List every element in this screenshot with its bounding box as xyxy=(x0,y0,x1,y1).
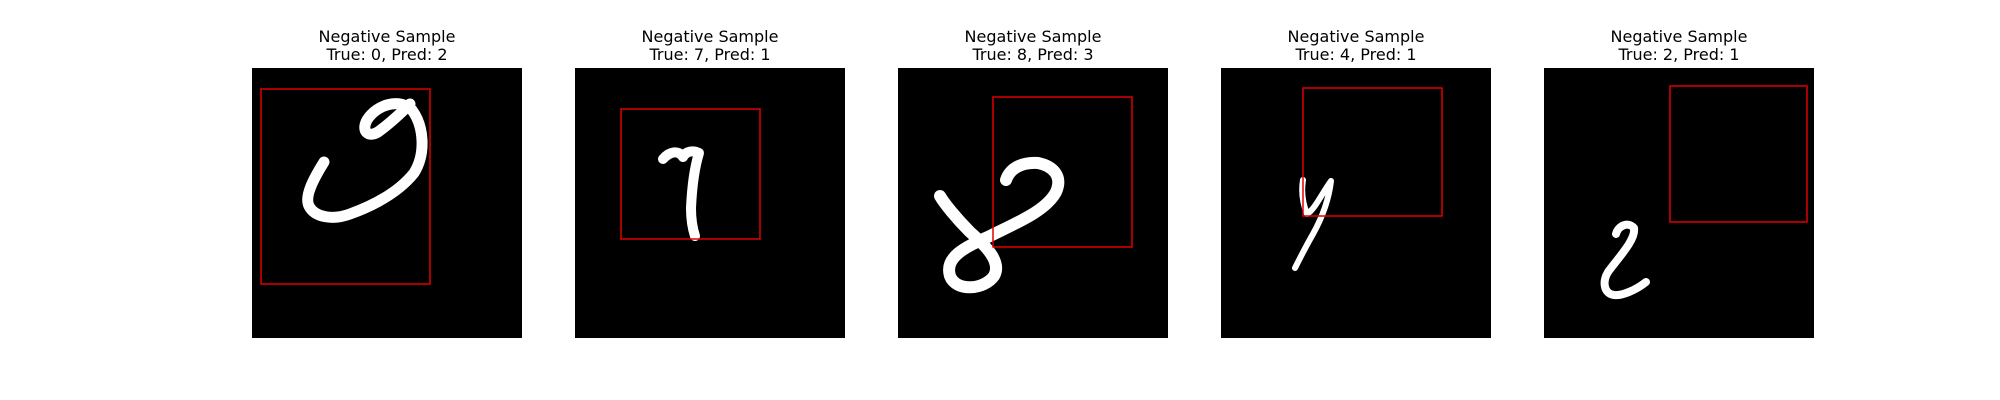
prediction-box xyxy=(1302,87,1443,217)
sample-panel-3: Negative Sample True: 8, Pred: 3 xyxy=(898,0,1168,400)
panel-heading: Negative Sample xyxy=(1610,27,1748,46)
sample-panel-5: Negative Sample True: 2, Pred: 1 xyxy=(1544,0,1814,400)
panel-caption: True: 7, Pred: 1 xyxy=(649,45,771,64)
digit-image xyxy=(252,68,522,338)
prediction-box xyxy=(1669,85,1808,223)
digit-stroke xyxy=(1292,177,1334,271)
digit-image xyxy=(575,68,845,338)
sample-panel-2: Negative Sample True: 7, Pred: 1 xyxy=(575,0,845,400)
panel-title: Negative Sample True: 2, Pred: 1 xyxy=(1504,28,1854,64)
panel-heading: Negative Sample xyxy=(641,27,779,46)
panel-title: Negative Sample True: 0, Pred: 2 xyxy=(212,28,562,64)
digit-stroke xyxy=(934,156,1065,294)
panel-title: Negative Sample True: 4, Pred: 1 xyxy=(1181,28,1531,64)
panel-caption: True: 4, Pred: 1 xyxy=(1295,45,1417,64)
panel-title: Negative Sample True: 7, Pred: 1 xyxy=(535,28,885,64)
digit-image xyxy=(1221,68,1491,338)
prediction-box xyxy=(260,88,431,285)
sample-panel-1: Negative Sample True: 0, Pred: 2 xyxy=(252,0,522,400)
digit-stroke xyxy=(658,146,704,241)
panel-heading: Negative Sample xyxy=(318,27,456,46)
digit-image xyxy=(898,68,1168,338)
panel-title: Negative Sample True: 8, Pred: 3 xyxy=(858,28,1208,64)
prediction-box xyxy=(992,96,1133,248)
panel-heading: Negative Sample xyxy=(1287,27,1425,46)
panel-caption: True: 2, Pred: 1 xyxy=(1618,45,1740,64)
digit-stroke xyxy=(302,98,428,223)
panel-heading: Negative Sample xyxy=(964,27,1102,46)
panel-caption: True: 8, Pred: 3 xyxy=(972,45,1094,64)
sample-panel-4: Negative Sample True: 4, Pred: 1 xyxy=(1221,0,1491,400)
digit-image xyxy=(1544,68,1814,338)
panel-caption: True: 0, Pred: 2 xyxy=(326,45,448,64)
prediction-box xyxy=(620,108,761,240)
digit-stroke xyxy=(1600,220,1650,300)
